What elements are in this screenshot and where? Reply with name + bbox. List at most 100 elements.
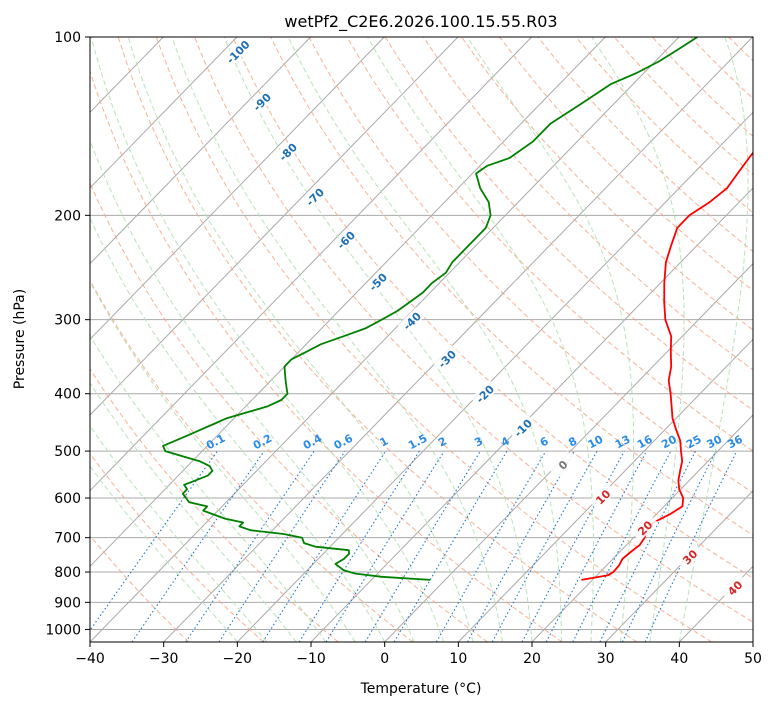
isotherm-label-bg <box>720 573 749 602</box>
mixing-ratio-line <box>325 450 445 642</box>
mixing-ratio-line <box>185 450 315 642</box>
chart-title: wetPf2_C2E6.2026.100.15.55.R03 <box>284 12 557 32</box>
dry-adiabat-line <box>194 37 753 623</box>
isotherm-line <box>90 37 680 642</box>
x-tick-label: 50 <box>744 651 762 667</box>
dry-adiabat-line <box>90 181 488 642</box>
y-tick-label: 900 <box>54 595 81 611</box>
isotherm-label-bg <box>223 37 252 66</box>
isotherm-line <box>163 37 753 642</box>
dry-adiabat-line <box>308 37 753 494</box>
isotherm-label-bg <box>363 267 392 296</box>
isotherm-label-bg <box>675 542 704 571</box>
y-tick-label: 700 <box>54 531 81 547</box>
moist-adiabat-line <box>90 280 356 642</box>
moist-adiabat-line <box>90 334 327 642</box>
isotherm-line <box>90 37 238 189</box>
y-tick-label: 200 <box>54 208 81 224</box>
moist-adiabat-line <box>90 425 268 642</box>
mixing-ratio-line <box>298 450 420 642</box>
isotherm-label-bg <box>247 87 276 116</box>
grid-lines <box>90 37 753 642</box>
dry-adiabat-line <box>499 37 753 292</box>
y-tick-label: 400 <box>54 387 81 403</box>
mixing-ratio-lines <box>90 450 738 642</box>
moist-adiabat-line <box>90 217 386 642</box>
moist-adiabat-line <box>171 37 503 642</box>
dry-adiabat-line <box>384 37 753 411</box>
mixing-ratio-label: 30 <box>705 433 725 452</box>
mixing-ratio-label: 36 <box>725 433 745 452</box>
dry-adiabat-line <box>155 37 712 642</box>
mixing-ratio-label: 10 <box>586 433 606 452</box>
x-tick-label: −20 <box>223 651 253 667</box>
y-tick-label: 1000 <box>45 622 81 638</box>
mixing-ratio-line <box>364 450 481 642</box>
y-tick-label: 600 <box>54 491 81 507</box>
isotherm-label-bg <box>630 513 659 542</box>
mixing-ratio-line <box>521 450 625 642</box>
y-tick-label: 300 <box>54 313 81 329</box>
isotherm-label-bg <box>397 306 426 335</box>
mixing-ratio-label: 25 <box>684 433 704 452</box>
dry-adiabat-line <box>90 534 190 642</box>
dry-adiabat-line <box>232 37 753 579</box>
dry-adiabat-line <box>90 278 414 642</box>
axes: −40 −30 −20 −10 0 10 20 30 40 50 100 200 300 400 500 60… <box>45 30 762 667</box>
moist-adiabat-line <box>591 37 685 642</box>
moist-adiabat-line <box>90 37 445 642</box>
mixing-ratio-line <box>599 450 696 642</box>
y-tick-label: 100 <box>54 30 81 46</box>
isotherm-label-bg <box>432 344 461 373</box>
mixing-ratio-line <box>467 450 575 642</box>
dry-adiabat-line <box>422 37 753 371</box>
moist-adiabat-line <box>90 382 297 642</box>
moist-adiabat-line <box>90 465 238 642</box>
x-tick-label: −40 <box>75 651 105 667</box>
dry-adiabat-line <box>767 37 775 642</box>
moist-adiabat-line <box>678 37 749 642</box>
y-axis-label: Pressure (hPa) <box>12 289 28 389</box>
mixing-ratio-line <box>90 450 218 632</box>
moist-adiabat-line <box>466 37 635 642</box>
x-tick-label: 20 <box>523 651 541 667</box>
dry-adiabat-line <box>90 368 339 642</box>
plot-background <box>90 37 753 642</box>
x-tick-label: −10 <box>296 651 326 667</box>
isotherm-label-bg <box>273 137 302 166</box>
mixing-ratio-line <box>218 450 346 642</box>
isotherm-line <box>90 37 532 492</box>
isotherm-line <box>605 489 753 642</box>
isotherm-line <box>531 414 753 642</box>
isotherm-label-bg <box>548 450 577 479</box>
isotherm-label-bg <box>508 413 537 442</box>
mixing-ratio-label: 20 <box>659 433 679 452</box>
isotherm-line <box>384 262 753 642</box>
isotherm-line <box>90 37 459 416</box>
isotherm-line <box>90 37 385 341</box>
y-tick-label: 500 <box>54 444 81 460</box>
dewpoint-line <box>162 37 698 581</box>
mixing-ratio-line <box>131 450 265 642</box>
mixing-ratio-label: 16 <box>635 433 655 452</box>
isotherm-label-bg <box>470 379 499 408</box>
x-tick-label: −30 <box>149 651 179 667</box>
moist-adiabat-line <box>367 37 594 642</box>
dry-adiabat-line <box>117 37 638 642</box>
x-tick-label: 10 <box>449 651 467 667</box>
y-tick-label: 800 <box>54 565 81 581</box>
mixing-ratio-line <box>621 450 717 642</box>
dry-adiabat-line <box>90 69 563 642</box>
isotherm-line <box>90 37 311 265</box>
x-tick-label: 0 <box>380 651 389 667</box>
isotherm-label-bg <box>300 182 329 211</box>
dry-adiabat-line <box>270 37 753 536</box>
plot-frame <box>89 36 754 643</box>
moist-adiabat-line <box>287 37 562 642</box>
moist-adiabat-line <box>127 37 474 642</box>
mixing-ratio-label: 13 <box>613 433 633 452</box>
adiabats <box>90 37 775 642</box>
x-tick-label: 40 <box>670 651 688 667</box>
isotherm-line <box>236 111 753 642</box>
